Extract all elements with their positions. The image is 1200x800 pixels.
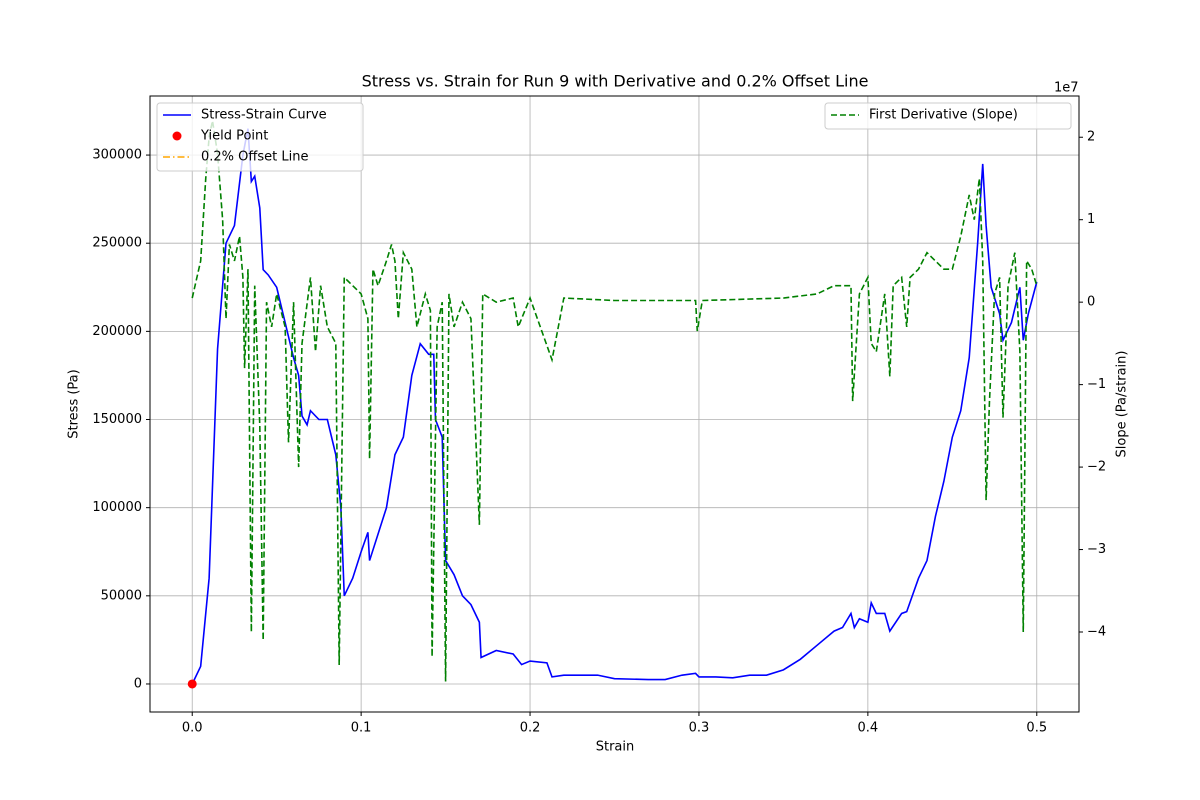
x-axis-label: Strain (596, 740, 635, 755)
x-tick-label: 0.2 (520, 721, 541, 736)
legend-box (156, 102, 364, 172)
y-tick-label: 300000 (92, 148, 142, 163)
legend-label: First Derivative (Slope) (869, 108, 1018, 123)
plot-area (187, 120, 1038, 689)
y2-tick-label: −1 (1087, 377, 1106, 392)
series-line (191, 128, 1038, 685)
y-tick-label: 100000 (92, 500, 142, 515)
legend-marker (172, 131, 182, 141)
y-tick-label: 150000 (92, 412, 142, 427)
legend: First Derivative (Slope) (824, 102, 1072, 130)
y2-tick-label: −3 (1087, 542, 1106, 557)
y2-offset-text: 1e7 (1054, 81, 1079, 96)
legend: Stress-Strain Curve Yield Point 0.2% Offse… (156, 102, 364, 172)
axes-frame (149, 95, 1080, 713)
y-tick-label: 50000 (101, 588, 142, 603)
chart-title: Stress vs. Strain for Run 9 with Derivat… (362, 72, 869, 91)
series-line (191, 120, 1038, 682)
y2-tick-label: 1 (1087, 212, 1095, 227)
legend-label: Stress-Strain Curve (201, 108, 327, 123)
scatter-point (187, 679, 197, 689)
x-tick-label: 0.5 (1026, 721, 1047, 736)
legend-label: Yield Point (200, 129, 268, 144)
x-tick-label: 0.3 (689, 721, 710, 736)
y2-tick-label: 2 (1087, 130, 1095, 145)
grid (150, 96, 1079, 712)
x-tick-label: 0.0 (182, 721, 203, 736)
x-tick-label: 0.1 (351, 721, 372, 736)
x-tick-label: 0.4 (858, 721, 879, 736)
y-tick-label: 0 (134, 676, 142, 691)
y-axis-label: Stress (Pa) (67, 369, 82, 438)
y-tick-label: 250000 (92, 236, 142, 251)
y2-axis-label: Slope (Pa/strain) (1115, 351, 1130, 458)
y2-tick-label: −4 (1087, 625, 1106, 640)
y2-tick-label: −2 (1087, 460, 1106, 475)
y2-tick-label: 0 (1087, 295, 1095, 310)
legend-label: 0.2% Offset Line (201, 150, 308, 165)
y-tick-label: 200000 (92, 324, 142, 339)
legend-box (824, 102, 1072, 130)
